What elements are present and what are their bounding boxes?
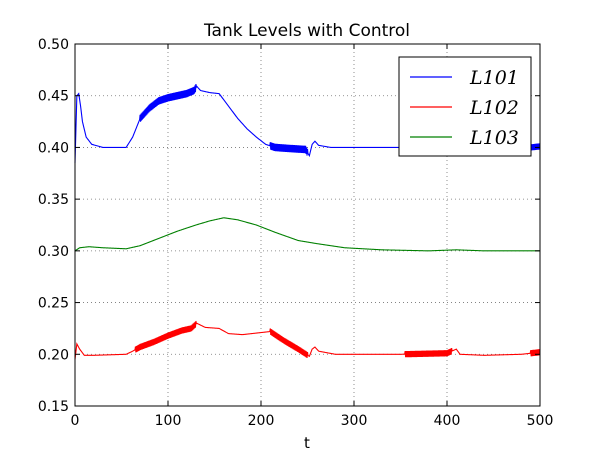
y-tick-label: 0.30	[38, 244, 69, 260]
x-tick-label: 0	[71, 413, 80, 429]
y-tick-label: 0.25	[38, 296, 69, 312]
tick-layer: 0 100 200 300 400 500 0.15 0.20 0.25 0.30 0.35 0.40…	[38, 37, 554, 429]
series-line-l103	[74, 217, 540, 252]
x-axis-label: t	[304, 434, 310, 450]
legend-label-l103: L103	[469, 127, 519, 149]
x-tick-label: 400	[434, 413, 461, 429]
y-tick-label: 0.50	[38, 37, 69, 53]
y-tick-label: 0.40	[38, 140, 69, 156]
legend: L101 L102 L103	[398, 56, 532, 157]
legend-label-l102: L102	[469, 97, 519, 119]
y-tick-label: 0.20	[38, 347, 69, 363]
y-tick-label: 0.15	[38, 399, 69, 415]
series-line-l102	[74, 320, 541, 360]
chart-title: Tank Levels with Control	[203, 21, 410, 41]
x-tick-label: 200	[248, 413, 275, 429]
plot-frame	[74, 43, 541, 407]
x-tick-label: 100	[155, 413, 182, 429]
y-tick-label: 0.45	[38, 89, 69, 105]
legend-label-l101: L101	[469, 67, 519, 89]
x-tick-label: 500	[527, 413, 554, 429]
y-tick-label: 0.35	[38, 192, 69, 208]
x-tick-label: 300	[341, 413, 368, 429]
